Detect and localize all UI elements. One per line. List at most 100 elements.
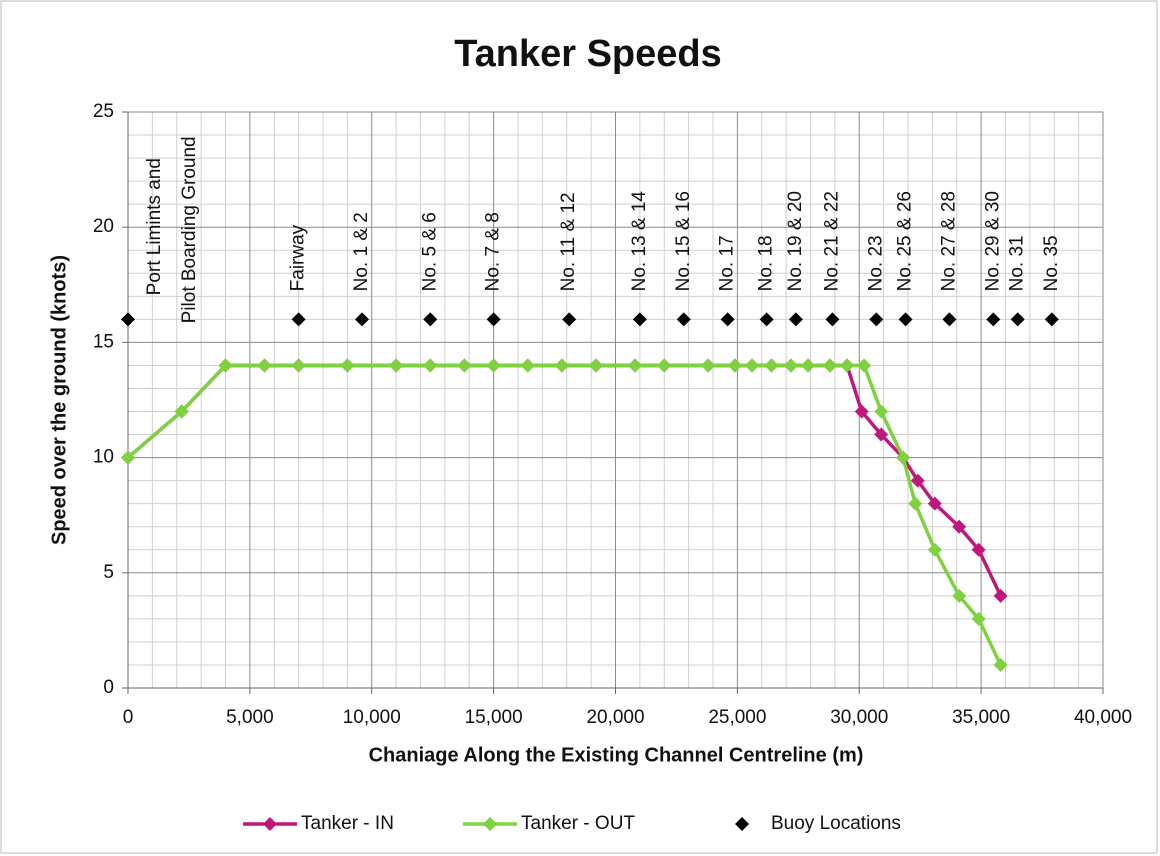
marker [121, 450, 135, 465]
y-tick-label: 25 [93, 101, 114, 122]
marker [971, 542, 986, 557]
x-tick-label: 20,000 [586, 707, 644, 728]
marker [457, 358, 472, 373]
x-tick-label: 0 [123, 707, 134, 728]
buoy-marker [291, 312, 306, 327]
marker [952, 588, 967, 603]
buoy-label: No. 29 & 30 [982, 191, 1003, 291]
buoy-label: No. 27 & 28 [938, 191, 959, 291]
marker [874, 404, 889, 419]
buoy-marker [869, 312, 884, 327]
marker [993, 588, 1008, 603]
buoy-label: Pilot Boarding Ground [179, 136, 200, 323]
x-tick-label: 40,000 [1074, 707, 1132, 728]
marker [745, 358, 759, 373]
buoy-marker [632, 312, 647, 327]
legend-marker [483, 817, 497, 831]
buoy-marker [942, 312, 957, 327]
marker [801, 358, 816, 373]
buoy-label: No. 11 & 12 [558, 192, 579, 291]
buoy-label: No. 21 & 22 [821, 191, 842, 291]
chart-title: Tanker Speeds [454, 33, 722, 75]
legend-marker [735, 817, 749, 831]
marker [896, 450, 911, 465]
marker [174, 404, 189, 419]
marker [218, 358, 233, 373]
y-tick-label: 20 [93, 216, 114, 237]
buoy-marker [788, 312, 803, 327]
buoy-marker [898, 312, 913, 327]
x-tick-label: 10,000 [343, 707, 401, 728]
buoy-label: No. 13 & 14 [629, 191, 650, 292]
marker [971, 611, 986, 626]
marker [340, 358, 355, 373]
marker [854, 404, 869, 419]
x-tick-label: 5,000 [226, 707, 274, 728]
x-tick-label: 30,000 [830, 707, 888, 728]
buoy-label: No. 15 & 16 [673, 191, 694, 291]
y-axis-label: Speed over the ground (knots) [48, 255, 70, 545]
buoy-label: No. 17 [717, 235, 738, 291]
marker [727, 358, 742, 373]
marker [291, 358, 306, 373]
marker [908, 496, 923, 511]
y-tick-label: 5 [103, 562, 114, 583]
marker [628, 358, 642, 373]
buoy-marker [1044, 312, 1059, 327]
buoy-label: No. 7 & 8 [483, 212, 504, 291]
buoy-marker [759, 312, 774, 327]
marker [657, 358, 672, 373]
buoy-marker [121, 312, 135, 327]
y-tick-label: 0 [103, 677, 114, 698]
marker [520, 358, 535, 373]
marker [823, 358, 837, 373]
buoy-label: No. 31 [1007, 235, 1028, 291]
marker [840, 358, 855, 373]
marker [589, 358, 603, 373]
marker [784, 358, 798, 373]
buoy-marker [486, 312, 501, 327]
buoy-marker [355, 312, 369, 327]
buoy-marker [825, 312, 840, 327]
buoy-label: No. 1 & 2 [351, 212, 372, 291]
legend-marker [263, 817, 277, 831]
buoy-label: No. 18 [756, 235, 777, 291]
marker [701, 358, 716, 373]
x-tick-label: 15,000 [465, 707, 523, 728]
buoy-label: No. 35 [1041, 235, 1062, 291]
x-axis-label: Chaniage Along the Existing Channel Cent… [369, 744, 864, 766]
marker [993, 657, 1008, 672]
buoy-label: No. 5 & 6 [419, 212, 440, 291]
marker [423, 358, 438, 373]
buoy-marker [986, 312, 1001, 327]
buoy-marker [720, 312, 735, 327]
marker [927, 542, 942, 557]
buoy-marker [562, 312, 577, 327]
buoy-marker [676, 312, 691, 327]
marker [874, 427, 889, 442]
marker [389, 358, 404, 373]
x-tick-label: 35,000 [952, 707, 1010, 728]
marker [257, 358, 272, 373]
marker [910, 473, 925, 488]
marker [554, 358, 569, 373]
buoy-label: Fairway [288, 224, 309, 291]
marker [764, 358, 779, 373]
buoy-marker [423, 312, 438, 327]
marker [857, 358, 872, 373]
marker [952, 519, 967, 534]
buoy-label: Port Limints and [144, 158, 165, 295]
buoy-label: No. 23 [865, 235, 886, 291]
x-tick-label: 25,000 [708, 707, 766, 728]
marker [927, 496, 942, 511]
legend-label: Buoy Locations [771, 813, 901, 834]
legend-label: Tanker - IN [301, 813, 394, 834]
marker [486, 358, 501, 373]
y-tick-label: 15 [93, 331, 114, 352]
buoy-marker [1010, 312, 1025, 327]
legend-label: Tanker - OUT [521, 813, 635, 834]
y-tick-label: 10 [93, 447, 114, 468]
buoy-label: No. 19 & 20 [785, 191, 806, 291]
